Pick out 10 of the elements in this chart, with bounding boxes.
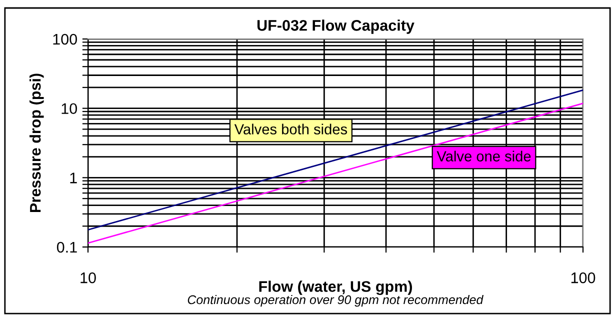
y-tick-label: 1 [70,172,77,184]
y-tick-label: 100 [53,34,77,45]
chart-title: UF-032 Flow Capacity [257,20,414,34]
text: Continuous operation over 90 gpm not recommended [188,294,484,307]
y-axis-title: Pressure drop (psi) [30,74,44,212]
x-axis-title: Flow (water, US gpm) [259,280,412,295]
y-tick-label: 10 [62,103,77,114]
series-label: Valves both sides [234,124,348,134]
y-tick-label: 0.1 [56,242,77,253]
series-label: Valve one side [436,150,531,162]
